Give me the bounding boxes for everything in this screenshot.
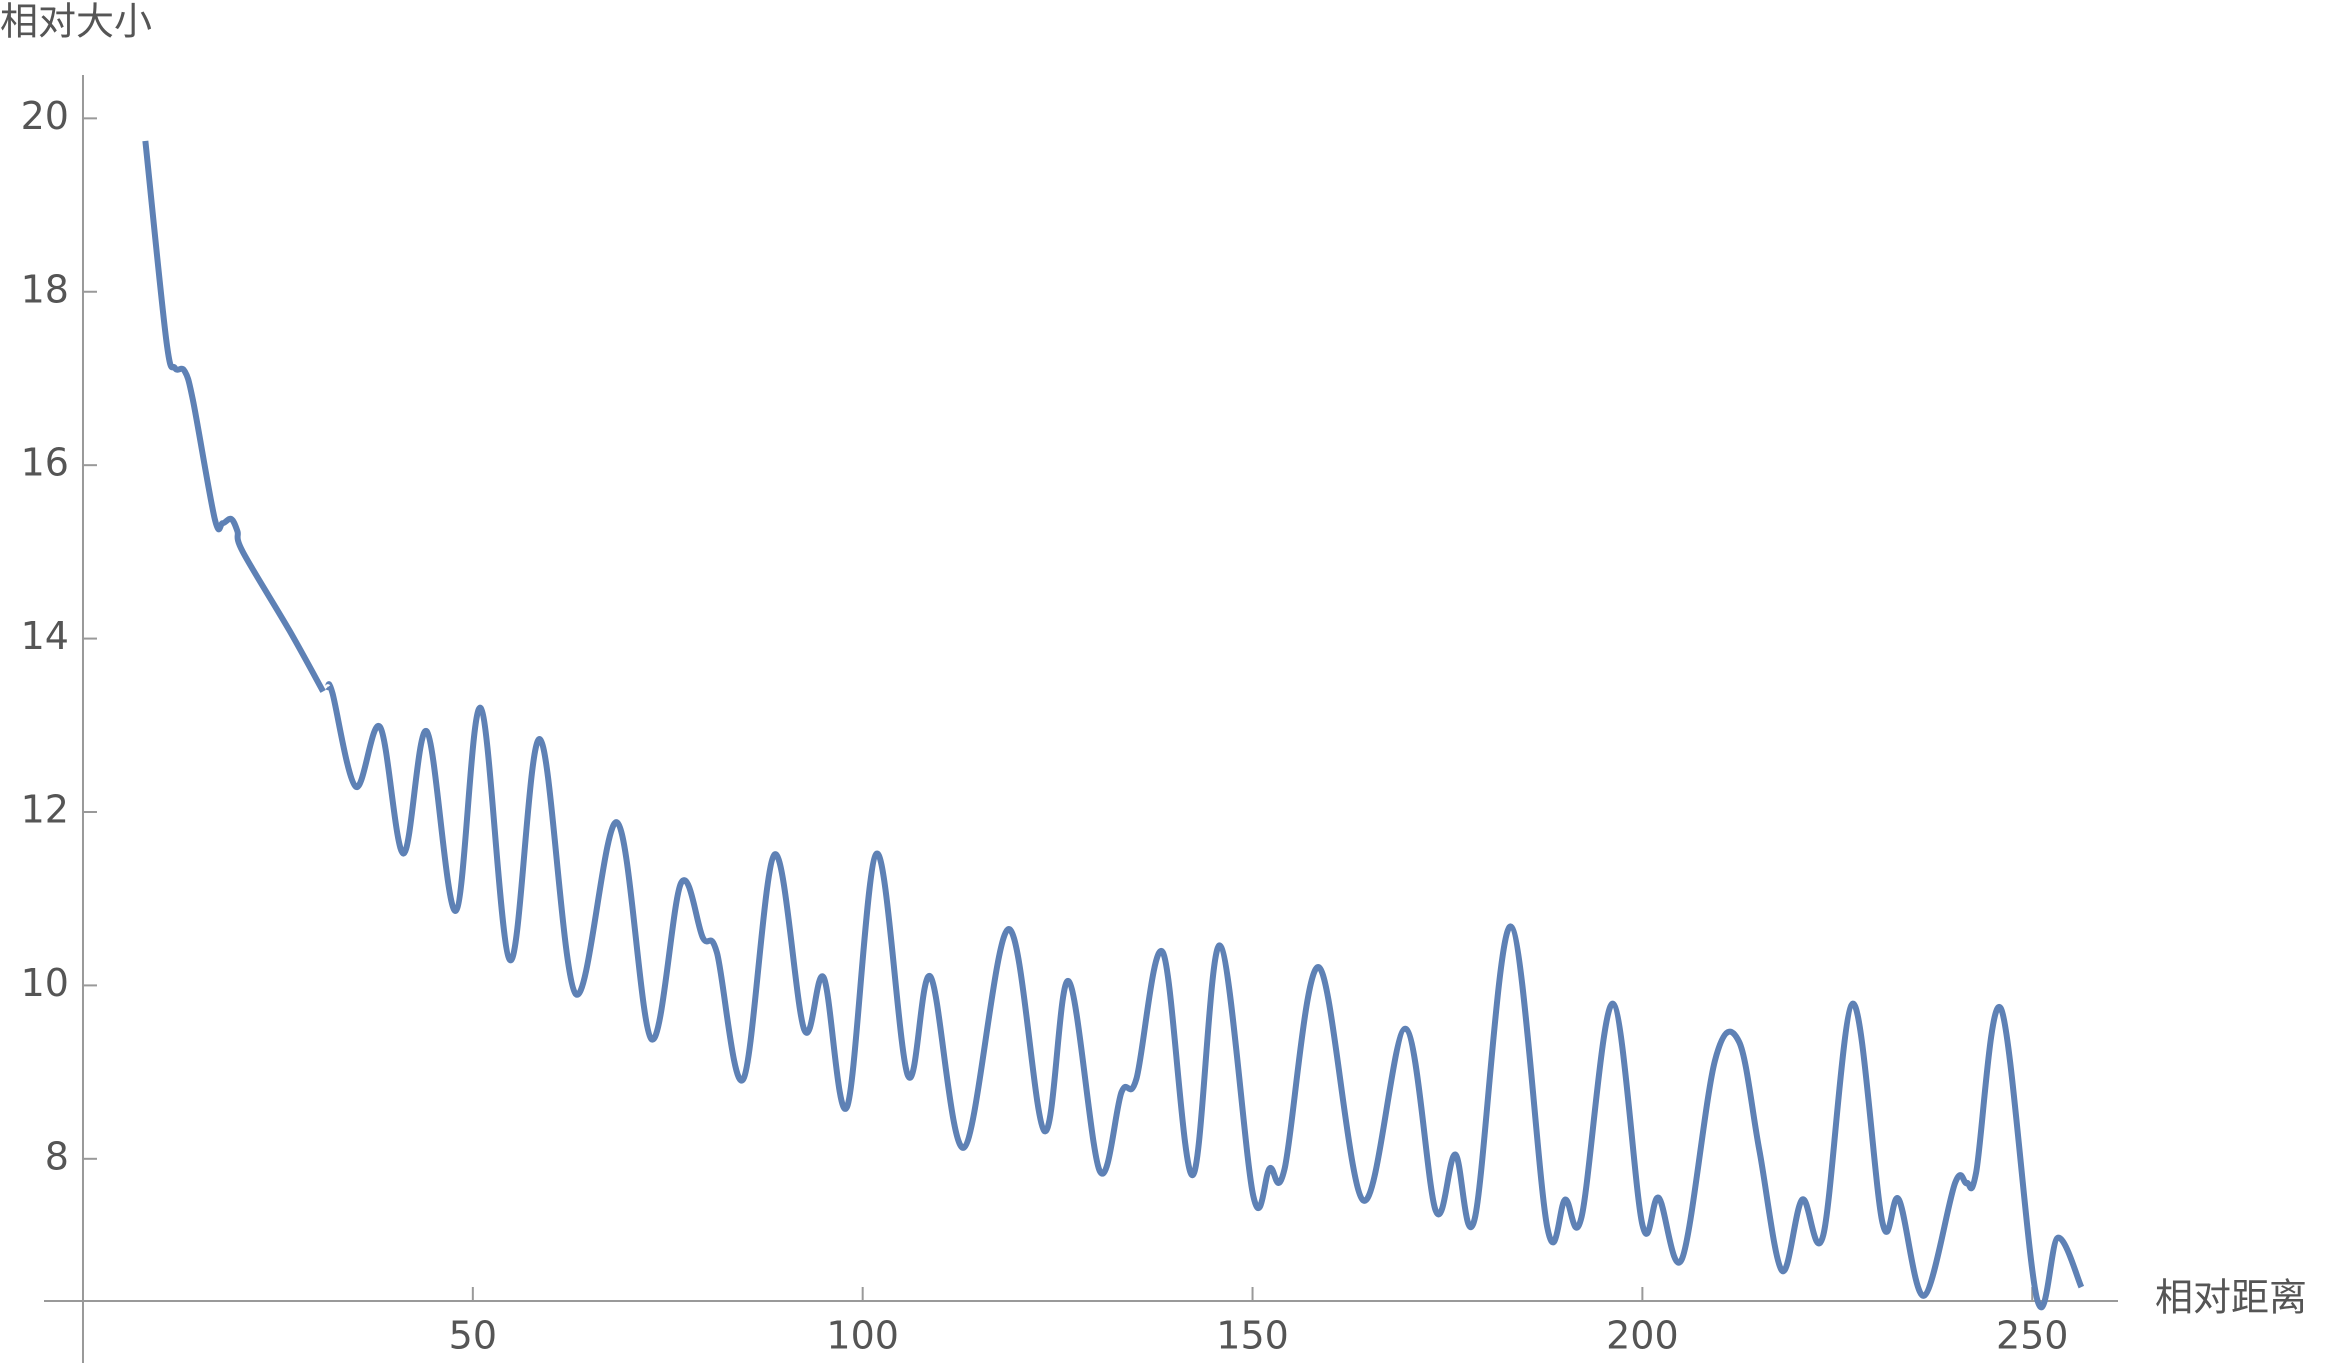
x-tick-label: 200 [1606, 1314, 1679, 1358]
y-tick-label: 14 [21, 614, 69, 658]
x-tick-label: 250 [1996, 1314, 2069, 1358]
x-axis-label: 相对距离 [2155, 1276, 2307, 1320]
y-tick-label: 12 [21, 787, 69, 831]
x-tick-label: 100 [826, 1314, 899, 1358]
y-tick-label: 10 [21, 961, 69, 1005]
x-tick-label: 50 [449, 1314, 497, 1358]
y-tick-label: 18 [21, 267, 69, 311]
y-axis-label: 相对大小 [0, 0, 152, 44]
y-tick-label: 20 [21, 94, 69, 138]
x-tick-label: 150 [1216, 1314, 1289, 1358]
data-line [142, 140, 2085, 1311]
y-tick-label: 8 [45, 1134, 69, 1178]
y-tick-label: 16 [21, 441, 69, 485]
